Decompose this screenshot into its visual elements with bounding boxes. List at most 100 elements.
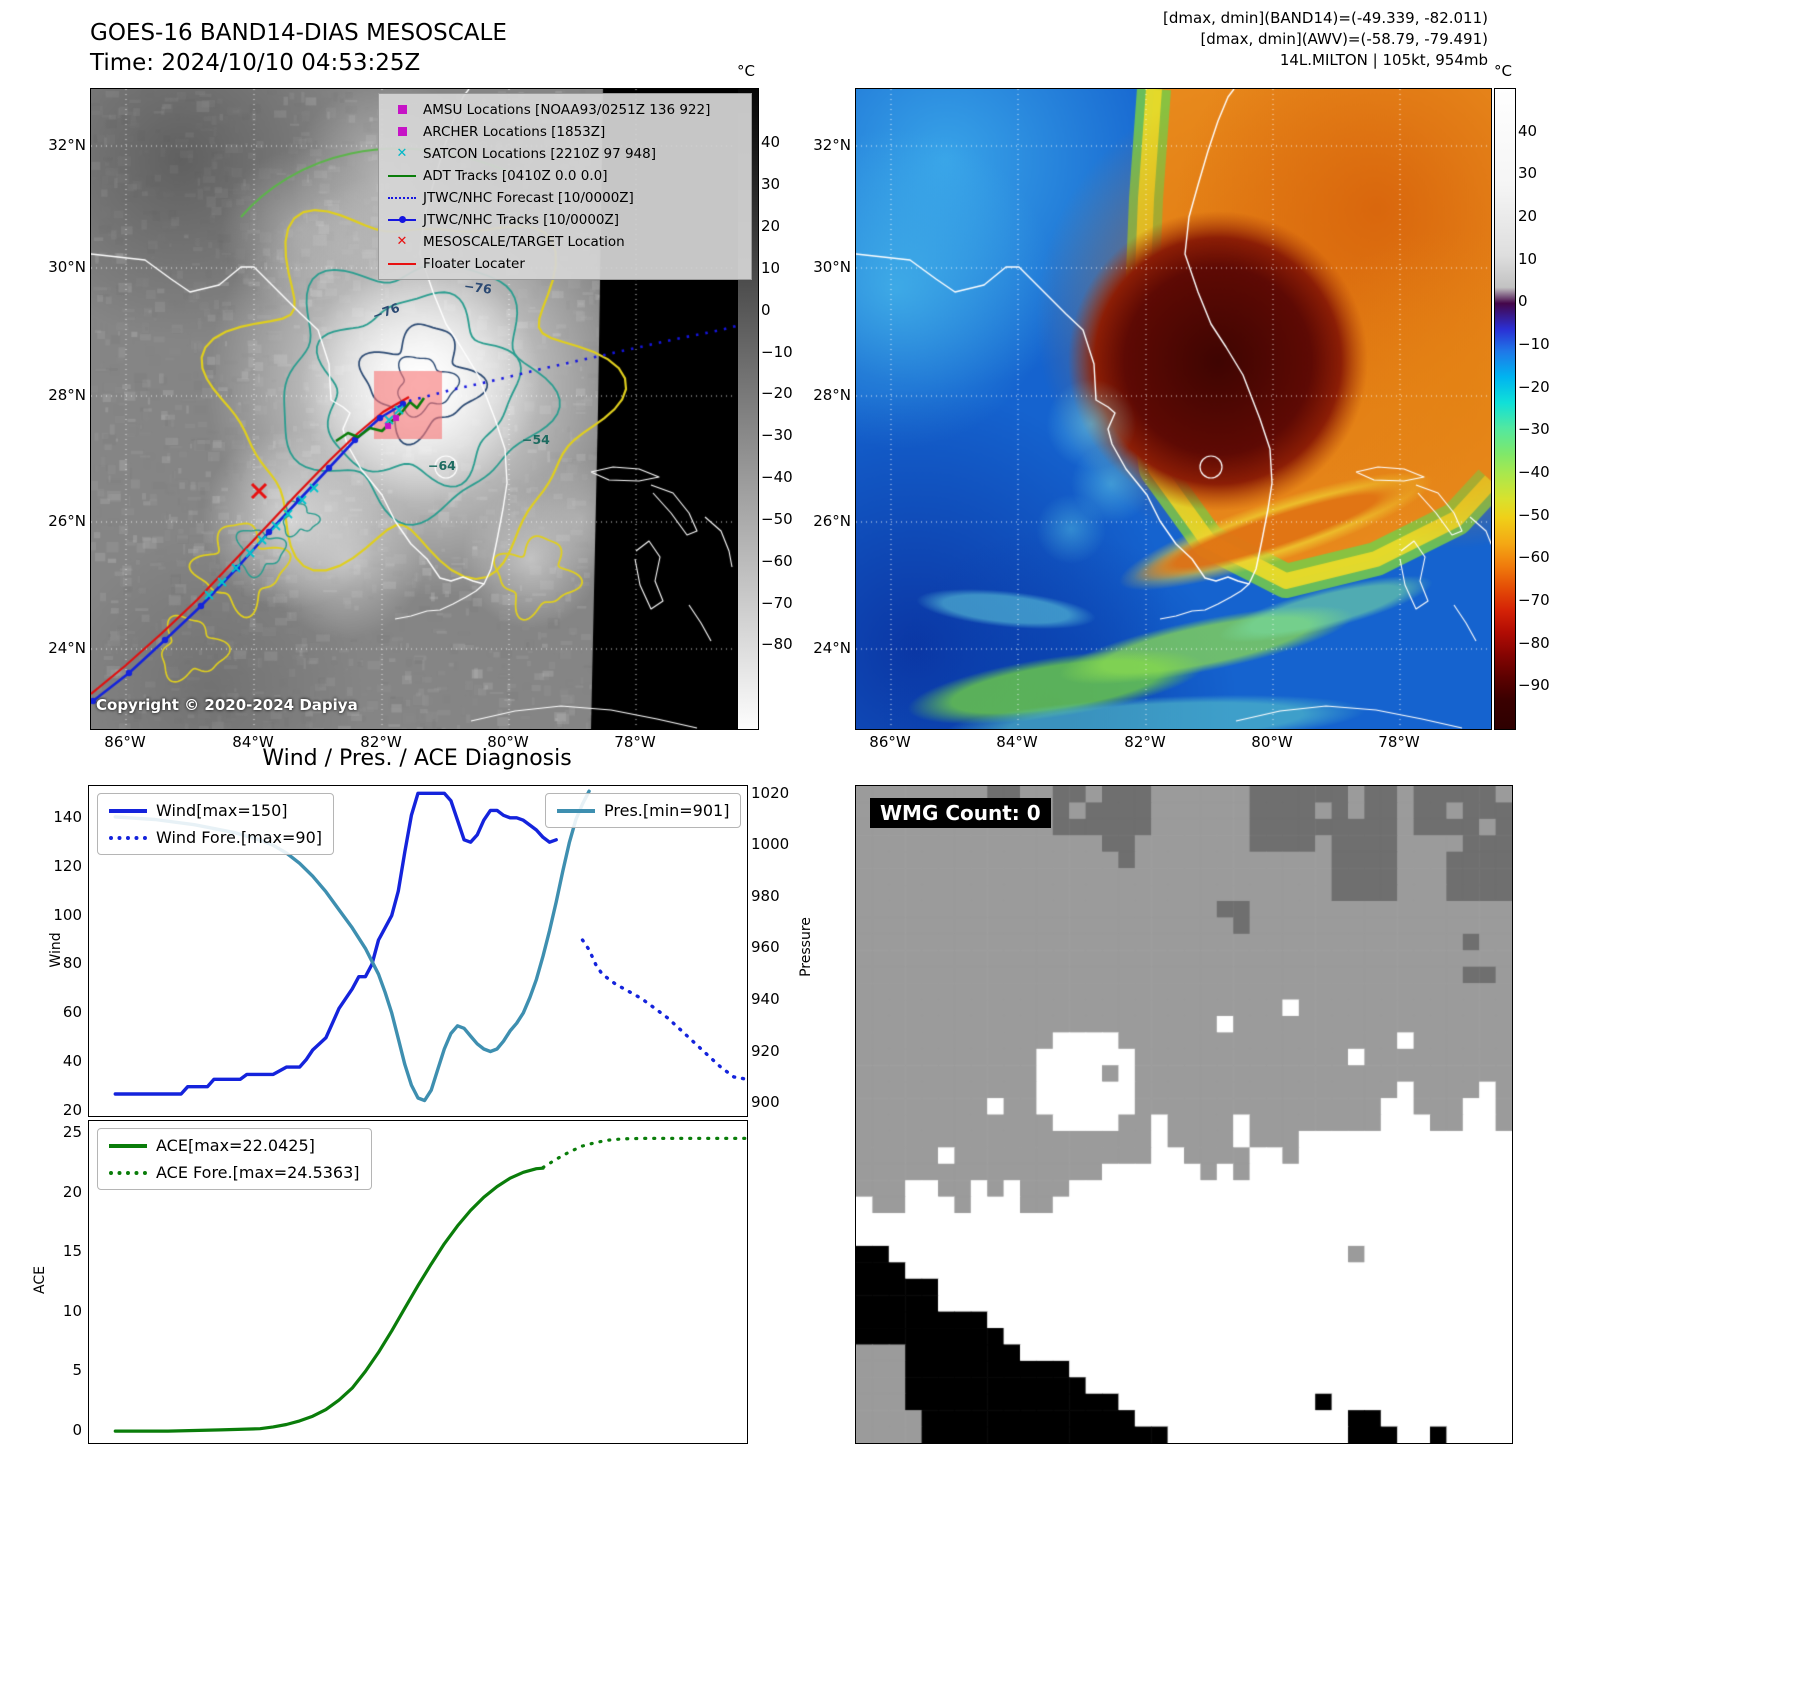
awv-lon-tick: 80°W <box>1251 733 1293 751</box>
pressure-ytick: 1020 <box>751 783 790 802</box>
wind-ytick: 20 <box>62 1101 82 1120</box>
ace-ytick: 5 <box>72 1361 82 1380</box>
line-dot-marker-icon <box>387 212 417 227</box>
band14-colorbar-tick: −70 <box>761 593 793 612</box>
band14-lon-tick: 84°W <box>232 733 274 751</box>
map-legend-item: JTWC/NHC Tracks [10/0000Z] <box>387 210 743 229</box>
band14-title-line1: GOES-16 BAND14-DIAS MESOSCALE <box>90 20 507 46</box>
wind-ytick: 100 <box>53 905 82 924</box>
series-ace <box>113 1166 545 1433</box>
wind-ytick: 80 <box>62 954 82 973</box>
band14-lon-tick: 78°W <box>614 733 656 751</box>
awv-lat-tick: 28°N <box>813 386 851 404</box>
awv-lat-tick: 32°N <box>813 136 851 154</box>
legend-sample-dotted <box>109 1170 147 1175</box>
awv-colorbar-tick: 0 <box>1518 292 1528 311</box>
band14-lon-tick: 82°W <box>360 733 402 751</box>
copyright-label: Copyright © 2020-2024 Dapiya <box>96 696 358 714</box>
square-marker-icon <box>387 124 417 139</box>
map-legend-item: ADT Tracks [0410Z 0.0 0.0] <box>387 166 743 185</box>
band14-colorbar-tick: −50 <box>761 509 793 528</box>
storm-info: 14L.MILTON | 105kt, 954mb <box>1279 51 1488 69</box>
awv-lat-tick: 26°N <box>813 512 851 530</box>
band14-lat-tick: 30°N <box>48 258 86 276</box>
legend-item: ACE Fore.[max=24.5363] <box>109 1163 360 1182</box>
pressure-ytick: 920 <box>751 1041 780 1060</box>
wind-pressure-svg <box>113 789 749 1103</box>
awv-lon-tick: 84°W <box>996 733 1038 751</box>
awv-colorbar <box>1494 88 1516 730</box>
band14-colorbar-tick: −60 <box>761 551 793 570</box>
line-glyph <box>388 262 416 265</box>
map-legend-label: JTWC/NHC Forecast [10/0000Z] <box>423 189 634 206</box>
series-ace-fore- <box>541 1136 749 1170</box>
wind-ytick: 120 <box>53 856 82 875</box>
diagnosis-title: Wind / Pres. / ACE Diagnosis <box>262 746 572 771</box>
band14-map-legend: AMSU Locations [NOAA93/0251Z 136 922] ARC… <box>378 93 752 280</box>
awv-lon-tick: 82°W <box>1124 733 1166 751</box>
pressure-axis-label: Pressure <box>798 917 814 977</box>
pressure-ytick: 1000 <box>751 835 790 854</box>
dot-glyph <box>398 215 406 223</box>
map-legend-label: Floater Locater <box>423 255 525 272</box>
map-legend-item: ✕ SATCON Locations [2210Z 97 948] <box>387 144 743 163</box>
legend-label: Pres.[min=901] <box>604 801 730 820</box>
wind-ytick: 140 <box>53 807 82 826</box>
band14-colorbar-tick: −20 <box>761 384 793 403</box>
map-legend-label: AMSU Locations [NOAA93/0251Z 136 922] <box>423 101 711 118</box>
band14-title-line2: Time: 2024/10/10 04:53:25Z <box>90 50 421 76</box>
series-wind-fore- <box>580 938 749 1081</box>
line-marker-icon <box>387 256 417 271</box>
map-legend-label: ARCHER Locations [1853Z] <box>423 123 606 140</box>
map-legend-label: MESOSCALE/TARGET Location <box>423 233 625 250</box>
awv-colorbar-tick: −20 <box>1518 377 1550 396</box>
line-glyph <box>388 215 416 223</box>
wmg-count-label: WMG Count: 0 <box>870 798 1051 828</box>
band14-lat-tick: 24°N <box>48 639 86 657</box>
square-marker-icon <box>387 102 417 117</box>
series-wind <box>113 791 558 1096</box>
band14-colorbar-tick: 40 <box>761 133 781 152</box>
awv-lat-tick: 24°N <box>813 639 851 657</box>
awv-colorbar-tick: −90 <box>1518 676 1550 695</box>
ace-ytick: 25 <box>62 1122 82 1141</box>
band14-colorbar-tick: 30 <box>761 175 781 194</box>
ace-ytick: 15 <box>62 1242 82 1261</box>
map-legend-item: JTWC/NHC Forecast [10/0000Z] <box>387 188 743 207</box>
awv-colorbar-tick: −40 <box>1518 463 1550 481</box>
legend-label: ACE[max=22.0425] <box>156 1136 315 1155</box>
band14-lat-tick: 26°N <box>48 512 86 530</box>
stats-awv-range: [dmax, dmin](AWV)=(-58.79, -79.491) <box>1200 30 1488 48</box>
legend-sample-solid <box>109 1143 147 1148</box>
awv-map-panel <box>855 88 1492 730</box>
awv-colorbar-tick: 40 <box>1518 121 1538 140</box>
band14-colorbar-tick: −10 <box>761 342 793 361</box>
awv-lon-tick: 86°W <box>869 733 911 751</box>
line-glyph <box>388 174 416 177</box>
awv-colorbar-tick: −10 <box>1518 335 1550 353</box>
band14-lon-tick: 80°W <box>487 733 529 751</box>
legend-label: Wind Fore.[max=90] <box>156 828 322 847</box>
ace-svg <box>113 1136 749 1433</box>
band14-colorbar-unit: °C <box>737 62 755 80</box>
square-glyph <box>397 105 407 114</box>
pressure-ytick: 940 <box>751 989 780 1008</box>
header-stats: [dmax, dmin](BAND14)=(-49.339, -82.011) … <box>1163 8 1488 71</box>
awv-lat-tick: 30°N <box>813 258 851 276</box>
awv-colorbar-tick: −80 <box>1518 633 1550 652</box>
pressure-ytick: 980 <box>751 886 780 905</box>
band14-colorbar-tick: −40 <box>761 468 793 487</box>
map-legend-item: Floater Locater <box>387 254 743 273</box>
map-legend-label: SATCON Locations [2210Z 97 948] <box>423 145 656 162</box>
legend-label: Wind[max=150] <box>156 801 288 820</box>
awv-colorbar-unit: °C <box>1494 62 1512 80</box>
awv-colorbar-tick: −30 <box>1518 420 1550 439</box>
series-pres- <box>113 789 591 1103</box>
awv-colorbar-tick: 30 <box>1518 164 1538 183</box>
ace-ytick: 10 <box>62 1301 82 1320</box>
wmg-canvas <box>856 786 1512 1443</box>
pressure-legend: Pres.[min=901] <box>545 793 742 828</box>
contour-label: −64 <box>428 458 456 473</box>
band14-colorbar-tick: 10 <box>761 258 781 277</box>
ace-legend: ACE[max=22.0425] ACE Fore.[max=24.5363] <box>97 1128 372 1190</box>
